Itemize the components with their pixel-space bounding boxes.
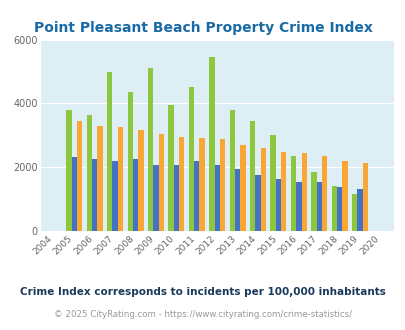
Bar <box>158 134 164 231</box>
Bar <box>220 140 225 231</box>
Bar <box>336 187 341 231</box>
Bar <box>331 186 336 231</box>
Bar <box>260 148 265 231</box>
Bar <box>153 165 158 231</box>
Bar <box>173 165 179 231</box>
Bar <box>77 121 82 231</box>
Bar <box>71 157 77 231</box>
Bar <box>234 169 240 231</box>
Bar <box>229 110 234 231</box>
Bar <box>296 182 301 231</box>
Bar <box>270 135 275 231</box>
Bar <box>351 194 356 231</box>
Bar <box>112 161 117 231</box>
Bar <box>255 175 260 231</box>
Bar <box>214 165 220 231</box>
Bar <box>117 127 123 231</box>
Text: Point Pleasant Beach Property Crime Index: Point Pleasant Beach Property Crime Inde… <box>34 21 371 35</box>
Bar <box>168 105 173 231</box>
Bar <box>194 161 199 231</box>
Bar <box>97 126 102 231</box>
Bar <box>362 163 367 231</box>
Bar <box>138 130 143 231</box>
Bar <box>356 189 362 231</box>
Bar <box>127 92 132 231</box>
Bar <box>311 172 316 231</box>
Bar <box>341 161 347 231</box>
Bar <box>132 159 138 231</box>
Text: © 2025 CityRating.com - https://www.cityrating.com/crime-statistics/: © 2025 CityRating.com - https://www.city… <box>54 310 351 319</box>
Bar <box>92 159 97 231</box>
Bar <box>249 121 255 231</box>
Bar <box>301 153 306 231</box>
Bar <box>280 152 286 231</box>
Bar <box>66 110 71 231</box>
Bar <box>199 139 204 231</box>
Bar <box>316 182 321 231</box>
Bar <box>188 87 194 231</box>
Text: Crime Index corresponds to incidents per 100,000 inhabitants: Crime Index corresponds to incidents per… <box>20 287 385 297</box>
Bar <box>290 156 296 231</box>
Bar <box>240 145 245 231</box>
Bar <box>87 115 92 231</box>
Bar <box>148 68 153 231</box>
Bar <box>321 156 326 231</box>
Bar <box>107 72 112 231</box>
Bar <box>209 57 214 231</box>
Bar <box>275 179 280 231</box>
Bar <box>179 137 184 231</box>
